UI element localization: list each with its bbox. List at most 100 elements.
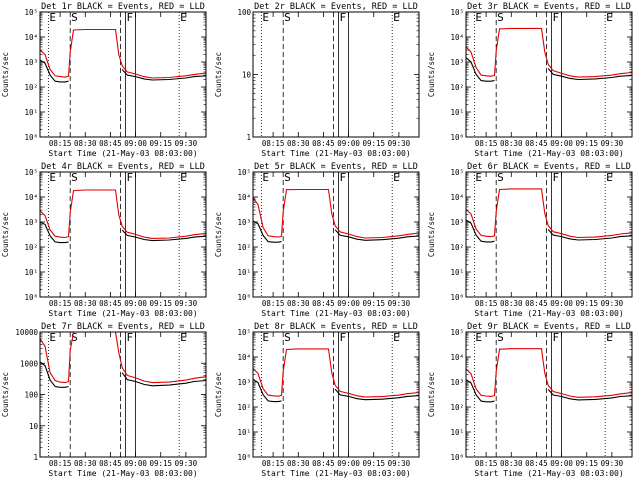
y-tick-label: 10³ xyxy=(24,58,38,67)
x-tick-label: 08:15 xyxy=(475,139,498,148)
x-axis-label: Start Time (21-May-03 08:03:00) xyxy=(48,469,197,478)
detector-panel-6: Det 6r BLACK = Events, RED = LLD E S F E 10⁰ 1… xyxy=(426,160,639,320)
x-tick-label: 09:00 xyxy=(124,139,147,148)
x-tick-label: 08:45 xyxy=(525,299,548,308)
event-marker-label: F xyxy=(340,171,347,184)
y-tick-label: 10 xyxy=(242,71,252,80)
event-marker-label: S xyxy=(497,331,504,344)
event-marker-label: F xyxy=(340,331,347,344)
x-tick-label: 08:30 xyxy=(74,139,97,148)
x-tick-label: 09:30 xyxy=(175,299,198,308)
y-tick-label: 100 xyxy=(237,8,251,17)
x-tick-label: 09:00 xyxy=(550,459,573,468)
y-tick-label: 10⁵ xyxy=(450,328,464,337)
y-tick-label: 10¹ xyxy=(450,428,464,437)
y-tick-label: 10⁰ xyxy=(450,133,464,142)
series-line-events xyxy=(40,59,206,83)
chart-title: Det 4r BLACK = Events, RED = LLD xyxy=(41,162,205,172)
x-tick-label: 09:30 xyxy=(601,459,624,468)
detector-panel-1: Det 1r BLACK = Events, RED = LLD E S F E 10⁰ 1… xyxy=(0,0,213,160)
x-tick-label: 09:30 xyxy=(175,139,198,148)
x-tick-label: 09:15 xyxy=(575,459,598,468)
x-tick-label: 08:30 xyxy=(500,139,523,148)
x-tick-label: 09:15 xyxy=(362,459,385,468)
event-marker-label: F xyxy=(553,331,560,344)
y-tick-label: 10⁴ xyxy=(450,33,464,42)
series-line-events xyxy=(466,57,632,82)
x-axis-label: Start Time (21-May-03 08:03:00) xyxy=(474,469,623,478)
y-tick-label: 10⁰ xyxy=(237,293,251,302)
y-axis-label: Counts/sec xyxy=(427,372,436,417)
y-tick-label: 10¹ xyxy=(450,268,464,277)
plot-frame xyxy=(465,171,633,298)
y-tick-label: 10³ xyxy=(24,218,38,227)
event-marker-label: E xyxy=(262,11,269,24)
y-tick-label: 10¹ xyxy=(237,268,251,277)
x-tick-label: 08:45 xyxy=(99,299,122,308)
y-axis-label: Counts/sec xyxy=(214,212,223,257)
series-line-lld xyxy=(253,348,419,398)
event-marker-label: F xyxy=(340,11,347,24)
plot-frame xyxy=(252,331,420,458)
chart-title: Det 1r BLACK = Events, RED = LLD xyxy=(41,2,205,12)
event-marker-label: S xyxy=(497,11,504,24)
plot-frame xyxy=(252,11,420,138)
y-axis-label: Counts/sec xyxy=(214,52,223,97)
y-tick-label: 10⁵ xyxy=(237,168,251,177)
y-tick-label: 10⁴ xyxy=(237,193,251,202)
x-axis-label: Start Time (21-May-03 08:03:00) xyxy=(474,149,623,158)
event-marker-label: E xyxy=(49,331,56,344)
x-tick-label: 09:15 xyxy=(149,299,172,308)
event-marker-label: F xyxy=(127,171,134,184)
x-axis-label: Start Time (21-May-03 08:03:00) xyxy=(261,309,410,318)
event-marker-label: S xyxy=(71,331,78,344)
x-tick-label: 09:15 xyxy=(575,139,598,148)
y-tick-label: 10¹ xyxy=(237,428,251,437)
y-axis-label: Counts/sec xyxy=(427,212,436,257)
y-tick-label: 100 xyxy=(24,391,38,400)
y-tick-label: 10⁴ xyxy=(24,33,38,42)
event-marker-label: F xyxy=(553,171,560,184)
y-tick-label: 10² xyxy=(450,83,464,92)
chart-title: Det 5r BLACK = Events, RED = LLD xyxy=(254,162,418,172)
x-tick-label: 09:00 xyxy=(337,459,360,468)
y-tick-label: 10² xyxy=(450,243,464,252)
event-marker-label: E xyxy=(475,171,482,184)
event-marker-label: S xyxy=(284,331,291,344)
x-tick-label: 09:00 xyxy=(337,299,360,308)
y-tick-label: 10³ xyxy=(450,58,464,67)
y-tick-label: 10 xyxy=(29,422,39,431)
x-tick-label: 08:15 xyxy=(262,459,285,468)
series-line-lld xyxy=(466,27,632,78)
x-tick-label: 08:15 xyxy=(49,139,72,148)
event-marker-label: E xyxy=(262,171,269,184)
x-tick-label: 09:00 xyxy=(337,139,360,148)
detector-panel-3: Det 3r BLACK = Events, RED = LLD E S F E 10⁰ 1… xyxy=(426,0,639,160)
series-line-events xyxy=(466,379,632,403)
y-tick-label: 10⁰ xyxy=(450,293,464,302)
event-marker-label: E xyxy=(393,171,400,184)
detector-panel-9: Det 9r BLACK = Events, RED = LLD E S F E 10⁰ 1… xyxy=(426,320,639,480)
plot-frame xyxy=(39,331,207,458)
event-marker-label: F xyxy=(553,11,560,24)
x-tick-label: 08:30 xyxy=(287,459,310,468)
y-axis-label: Counts/sec xyxy=(214,372,223,417)
y-axis-label: Counts/sec xyxy=(1,372,10,417)
x-tick-label: 09:15 xyxy=(149,139,172,148)
y-tick-label: 10⁵ xyxy=(450,8,464,17)
event-marker-label: E xyxy=(475,11,482,24)
event-marker-label: F xyxy=(127,11,134,24)
y-tick-label: 10² xyxy=(24,243,38,252)
event-marker-label: F xyxy=(127,331,134,344)
y-tick-label: 10⁰ xyxy=(237,453,251,462)
event-marker-label: E xyxy=(262,331,269,344)
y-tick-label: 10¹ xyxy=(24,108,38,117)
y-tick-label: 1 xyxy=(246,133,251,142)
